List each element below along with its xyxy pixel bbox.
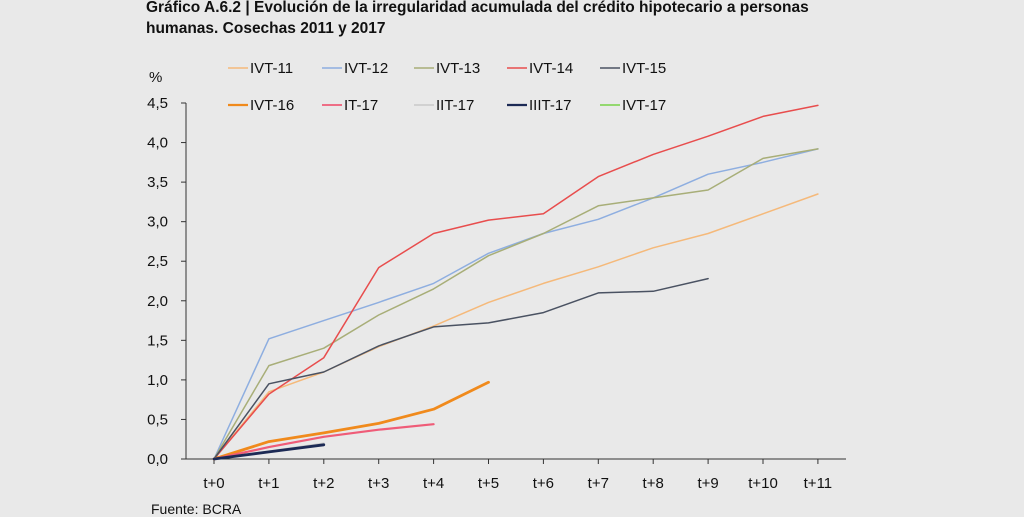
series-line-it-17	[212, 423, 435, 461]
y-tick-label: 2,0	[147, 293, 168, 310]
series-line-ivt-12	[213, 148, 819, 460]
legend-label: IVT-14	[529, 60, 573, 77]
y-tick-label: 4,5	[147, 95, 168, 112]
series-line-ivt-16	[212, 380, 490, 461]
y-tick-label: 1,0	[147, 372, 168, 389]
legend-label: IVT-15	[622, 60, 666, 77]
y-tick-label: 0,0	[147, 451, 168, 468]
y-axis-label: %	[149, 69, 163, 86]
legend-label: IVT-17	[622, 97, 666, 114]
x-tick-label: t+9	[697, 475, 718, 492]
y-tick-label: 3,5	[147, 174, 168, 191]
x-tick-label: t+5	[478, 475, 499, 492]
y-tick-label: 1,5	[147, 332, 168, 349]
x-tick-label: t+0	[203, 475, 224, 492]
x-tick-label: t+11	[804, 475, 833, 492]
x-tick-label: t+7	[588, 475, 609, 492]
x-tick-label: t+1	[258, 475, 279, 492]
y-tick-label: 0,5	[147, 411, 168, 428]
series-line-ivt-15	[213, 277, 709, 460]
series-line-ivt-14	[213, 104, 819, 460]
chart-title: Gráfico A.6.2 | Evolución de la irregula…	[146, 0, 809, 37]
legend-label: IVT-13	[436, 60, 480, 77]
legend-label: IVT-11	[250, 60, 293, 77]
x-tick-label: t+10	[748, 475, 778, 492]
y-tick-label: 2,5	[147, 253, 168, 270]
legend-label: IVT-16	[250, 97, 294, 114]
y-tick-label: 4,0	[147, 135, 168, 152]
x-tick-label: t+2	[313, 475, 334, 492]
legend-label: IIIT-17	[529, 97, 572, 114]
y-tick-label: 3,0	[147, 214, 168, 231]
legend-label: IVT-12	[344, 60, 388, 77]
x-tick-label: t+4	[423, 475, 444, 492]
series-line-ivt-13	[213, 148, 819, 460]
source-note: Fuente: BCRA	[151, 501, 242, 517]
series-line-iiit-17	[212, 443, 326, 461]
x-tick-label: t+8	[643, 475, 664, 492]
legend-label: IIT-17	[436, 97, 474, 114]
series-line-ivt-11	[213, 193, 819, 460]
x-tick-label: t+3	[368, 475, 389, 492]
x-tick-label: t+6	[533, 475, 554, 492]
legend-label: IT-17	[344, 97, 378, 114]
